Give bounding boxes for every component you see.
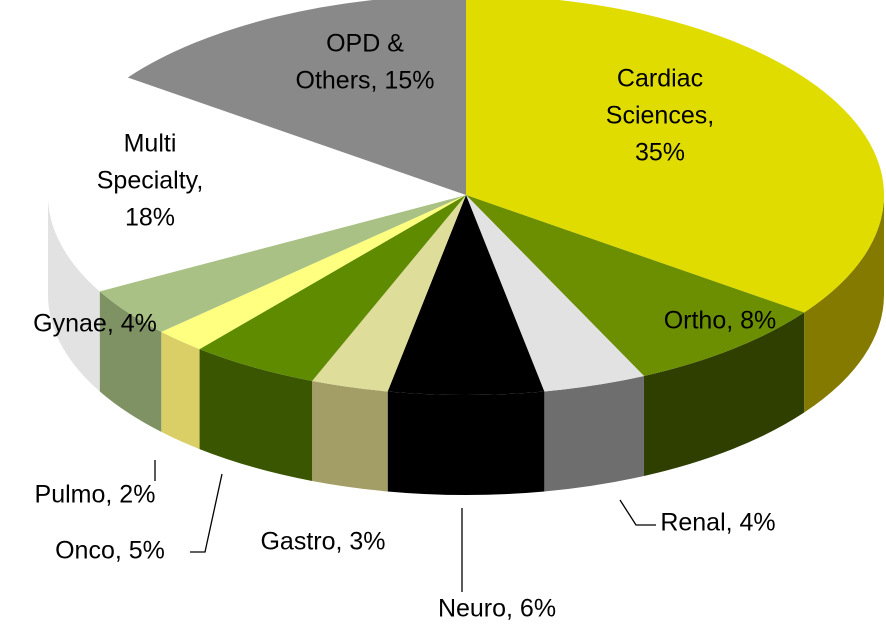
slice-side [387, 391, 545, 495]
data-label: Multi Specialty, 18% [97, 130, 204, 232]
data-label-line: Specialty, [97, 167, 204, 195]
slice [466, 0, 884, 313]
slice-side [544, 375, 644, 492]
slice [127, 0, 466, 195]
data-label: Gastro, 3% [260, 528, 385, 556]
slice-side [804, 195, 884, 413]
data-label-line: Gastro, 3% [260, 528, 385, 556]
data-label-line: Cardiac [617, 65, 703, 93]
data-label-line: Sciences, [606, 102, 714, 130]
slice [466, 195, 644, 392]
slice-side [199, 349, 313, 481]
slice [47, 77, 466, 292]
data-label: Onco, 5% [55, 537, 165, 565]
slice-side [312, 380, 388, 492]
slice [466, 195, 805, 376]
slice [199, 195, 467, 381]
slice [161, 195, 466, 350]
data-label: Cardiac Sciences, 35% [606, 65, 714, 167]
data-label: Gynae, 4% [33, 310, 157, 338]
slice-side [47, 195, 100, 392]
data-label-line: Pulmo, 2% [35, 481, 156, 509]
data-label: Neuro, 6% [438, 595, 556, 623]
data-label-line: Others, 15% [296, 67, 435, 95]
slice [312, 195, 466, 392]
slice-side [643, 312, 805, 476]
data-label-line: Gynae, 4% [33, 310, 157, 338]
data-label-line: Ortho, 8% [664, 307, 777, 335]
data-label-line: OPD & [326, 30, 404, 58]
data-label: Pulmo, 2% [35, 481, 156, 509]
slice-side [99, 291, 162, 432]
data-label-line: 18% [125, 204, 175, 232]
data-label-line: Renal, 4% [660, 509, 775, 537]
data-label-line: Onco, 5% [55, 537, 165, 565]
slice-side [161, 331, 200, 450]
data-label: Ortho, 8% [664, 307, 777, 335]
slice [387, 195, 545, 395]
leader-line [190, 473, 223, 553]
leader-line [619, 499, 656, 526]
slice [99, 195, 467, 332]
data-label-line: 35% [635, 139, 685, 167]
data-label-line: Multi [124, 130, 177, 158]
data-label: OPD & Others, 15% [296, 30, 435, 95]
data-label-line: Neuro, 6% [438, 595, 556, 623]
data-label: Renal, 4% [660, 509, 775, 537]
